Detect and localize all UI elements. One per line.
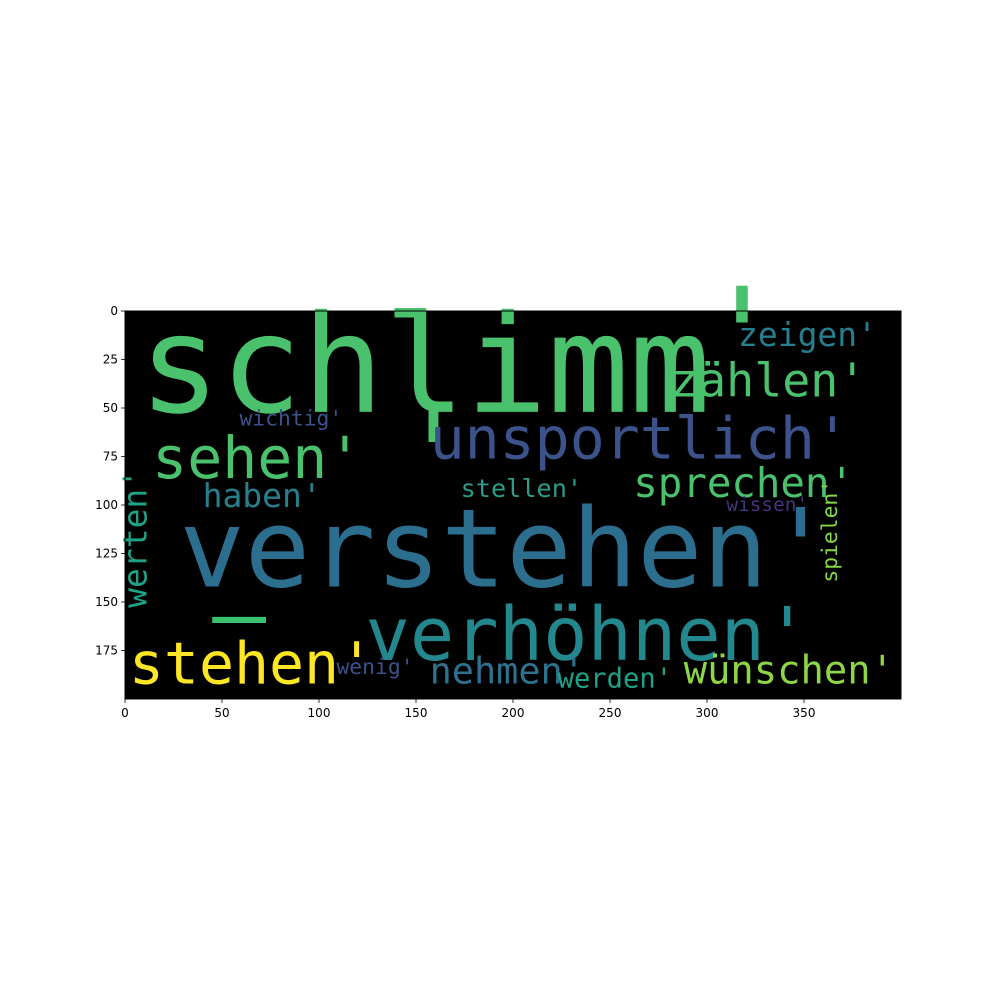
y-tick-label: 125 xyxy=(95,547,118,561)
word-9: stellen' xyxy=(461,474,582,503)
x-tick-label: 200 xyxy=(502,706,525,720)
x-tick-label: 100 xyxy=(308,706,331,720)
x-tick-label: 50 xyxy=(214,706,229,720)
x-tick-label: 0 xyxy=(121,706,129,720)
words-layer: schlimm'zeigen'zählen''unsportlich'sehen… xyxy=(115,260,894,698)
y-tick-label: 0 xyxy=(110,304,118,318)
plot-area xyxy=(125,311,901,699)
word-21: wünschen' xyxy=(684,648,894,693)
word-14: spielen' xyxy=(818,480,843,583)
y-tick-label: 100 xyxy=(95,498,118,512)
word-2: zeigen' xyxy=(738,315,877,354)
word-15: — xyxy=(212,563,266,667)
y-tick-label: 25 xyxy=(103,353,118,367)
word-18: wenig' xyxy=(336,655,413,680)
x-tick-label: 250 xyxy=(599,706,622,720)
word-0: schlimm xyxy=(139,287,711,445)
y-tick-label: 75 xyxy=(103,450,118,464)
word-1: ' xyxy=(701,260,783,418)
word-10: sprechen' xyxy=(633,459,854,507)
x-tick-label: 350 xyxy=(793,706,816,720)
x-tick-label: 150 xyxy=(405,706,428,720)
y-axis: 0 25 50 75 100 125 150 175 xyxy=(95,304,125,658)
x-axis: 0 50 100 150 200 250 300 350 xyxy=(121,699,815,720)
word-16: verhöhnen' xyxy=(366,593,810,678)
y-tick-label: 50 xyxy=(103,401,118,415)
word-20: werden' xyxy=(558,663,672,694)
word-3: zählen' xyxy=(670,353,866,407)
word-12: werten' xyxy=(115,469,154,608)
word-17: stehen' xyxy=(129,629,374,697)
word-6: sehen' xyxy=(152,424,362,492)
x-tick-label: 300 xyxy=(696,706,719,720)
y-tick-label: 175 xyxy=(95,644,118,658)
word-4: ' xyxy=(399,388,469,523)
word-13: verstehen' xyxy=(179,485,833,612)
word-8: haben' xyxy=(203,476,322,515)
word-11: wissen' xyxy=(726,493,808,516)
word-19: nehmen' xyxy=(430,649,585,692)
y-tick-label: 150 xyxy=(95,595,118,609)
word-7: wichtig' xyxy=(239,406,342,431)
word-5: unsportlich' xyxy=(430,404,850,472)
